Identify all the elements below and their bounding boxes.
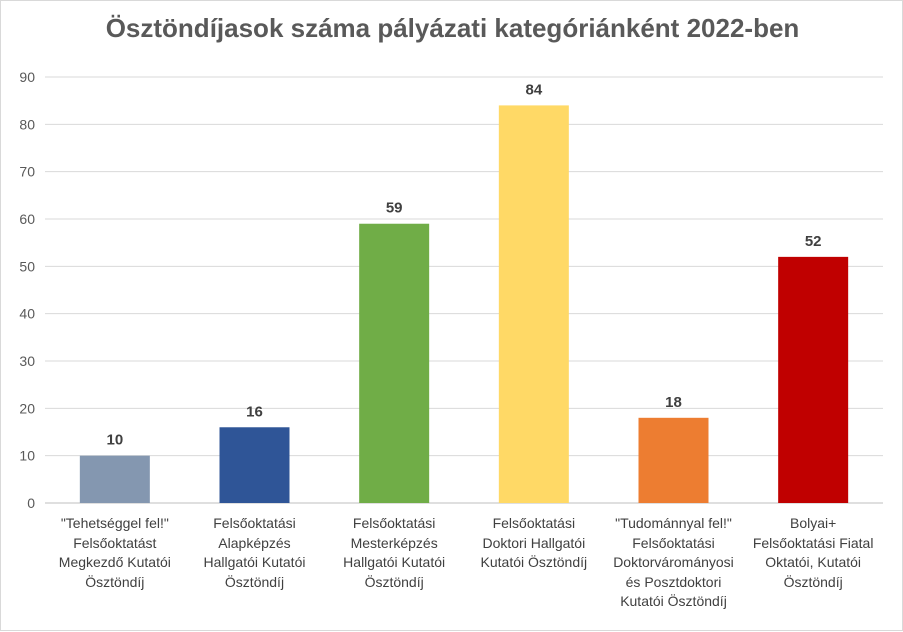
bar [79,455,150,503]
category-label: Felsőoktatási Alapképzés Hallgatói Kutatói… [180,514,330,592]
category-label-line: Felsőoktatást [73,534,157,551]
category-label-line: "Tehetséggel fel!" [60,515,169,531]
category-label-line: Megkezdő Kutatói [58,554,171,570]
category-label-line: Ösztöndíj [224,573,285,590]
category-label-line: Mesterképzés [350,534,438,551]
category-label-line: Doktori Hallgatói [482,534,586,551]
y-tick-label: 80 [19,116,35,132]
y-tick-label: 30 [19,353,35,369]
bar [359,223,430,503]
y-tick-label: 20 [19,400,35,416]
category-label: "Tehetséggel fel!" Felsőoktatást Megkezdő … [40,514,190,592]
category-label: Felsőoktatási Mesterképzés Hallgatói Kutat… [319,514,469,592]
data-label: 84 [525,81,542,98]
category-label-line: Felsőoktatási Fiatal [752,534,874,551]
category-label: Felsőoktatási Doktori Hallgatói Kutatói Ös… [459,514,609,573]
category-label-line: Ösztöndíj [364,573,424,590]
category-label-line: Felsőoktatási [352,515,436,531]
category-label-line: Felsőoktatási [492,515,576,531]
category-label-line: Bolyai+ [790,515,837,531]
y-tick-label: 50 [19,258,35,274]
category-label-line: Ösztöndíj [85,573,145,590]
category-label-line: Oktatói, Kutatói [765,554,862,570]
category-label-line: Alapképzés [218,534,291,551]
bar [219,427,290,503]
category-label-line: Kutatói Ösztöndíj [620,593,727,609]
category-label-line: Felsőoktatási [213,515,296,531]
category-label-line: Doktorvárományosi [613,554,734,570]
bar [778,256,849,503]
bar [498,105,569,504]
category-label-line: és Posztdoktori [625,573,722,590]
y-tick-label: 10 [19,448,35,464]
y-tick-label: 60 [19,211,35,227]
data-label: 52 [805,233,822,250]
bar [638,417,709,503]
category-label: Bolyai+ Felsőoktatási Fiatal Oktatói, Kuta… [738,514,888,592]
chart-title: Ösztöndíjasok száma pályázati kategórián… [105,13,800,43]
category-label-line: Felsőoktatási [632,534,715,551]
category-label-line: "Tudománnyal fel!" [615,515,732,531]
y-tick-label: 0 [27,495,35,511]
data-label: 10 [106,432,123,449]
category-label: "Tudománnyal fel!" Felsőoktatási Doktorvár… [599,514,749,612]
data-label: 16 [246,403,263,420]
data-label: 59 [386,200,403,217]
category-label-line: Kutatói Ösztöndíj [480,554,588,570]
y-tick-label: 90 [19,69,35,85]
category-label-line: Hallgatói Kutatói [203,554,306,570]
data-label: 18 [665,394,682,411]
y-tick-label: 70 [19,164,35,180]
y-tick-label: 40 [19,306,35,322]
category-label-line: Hallgatói Kutatói [343,554,446,570]
category-label-line: Ösztöndíj [783,573,843,590]
